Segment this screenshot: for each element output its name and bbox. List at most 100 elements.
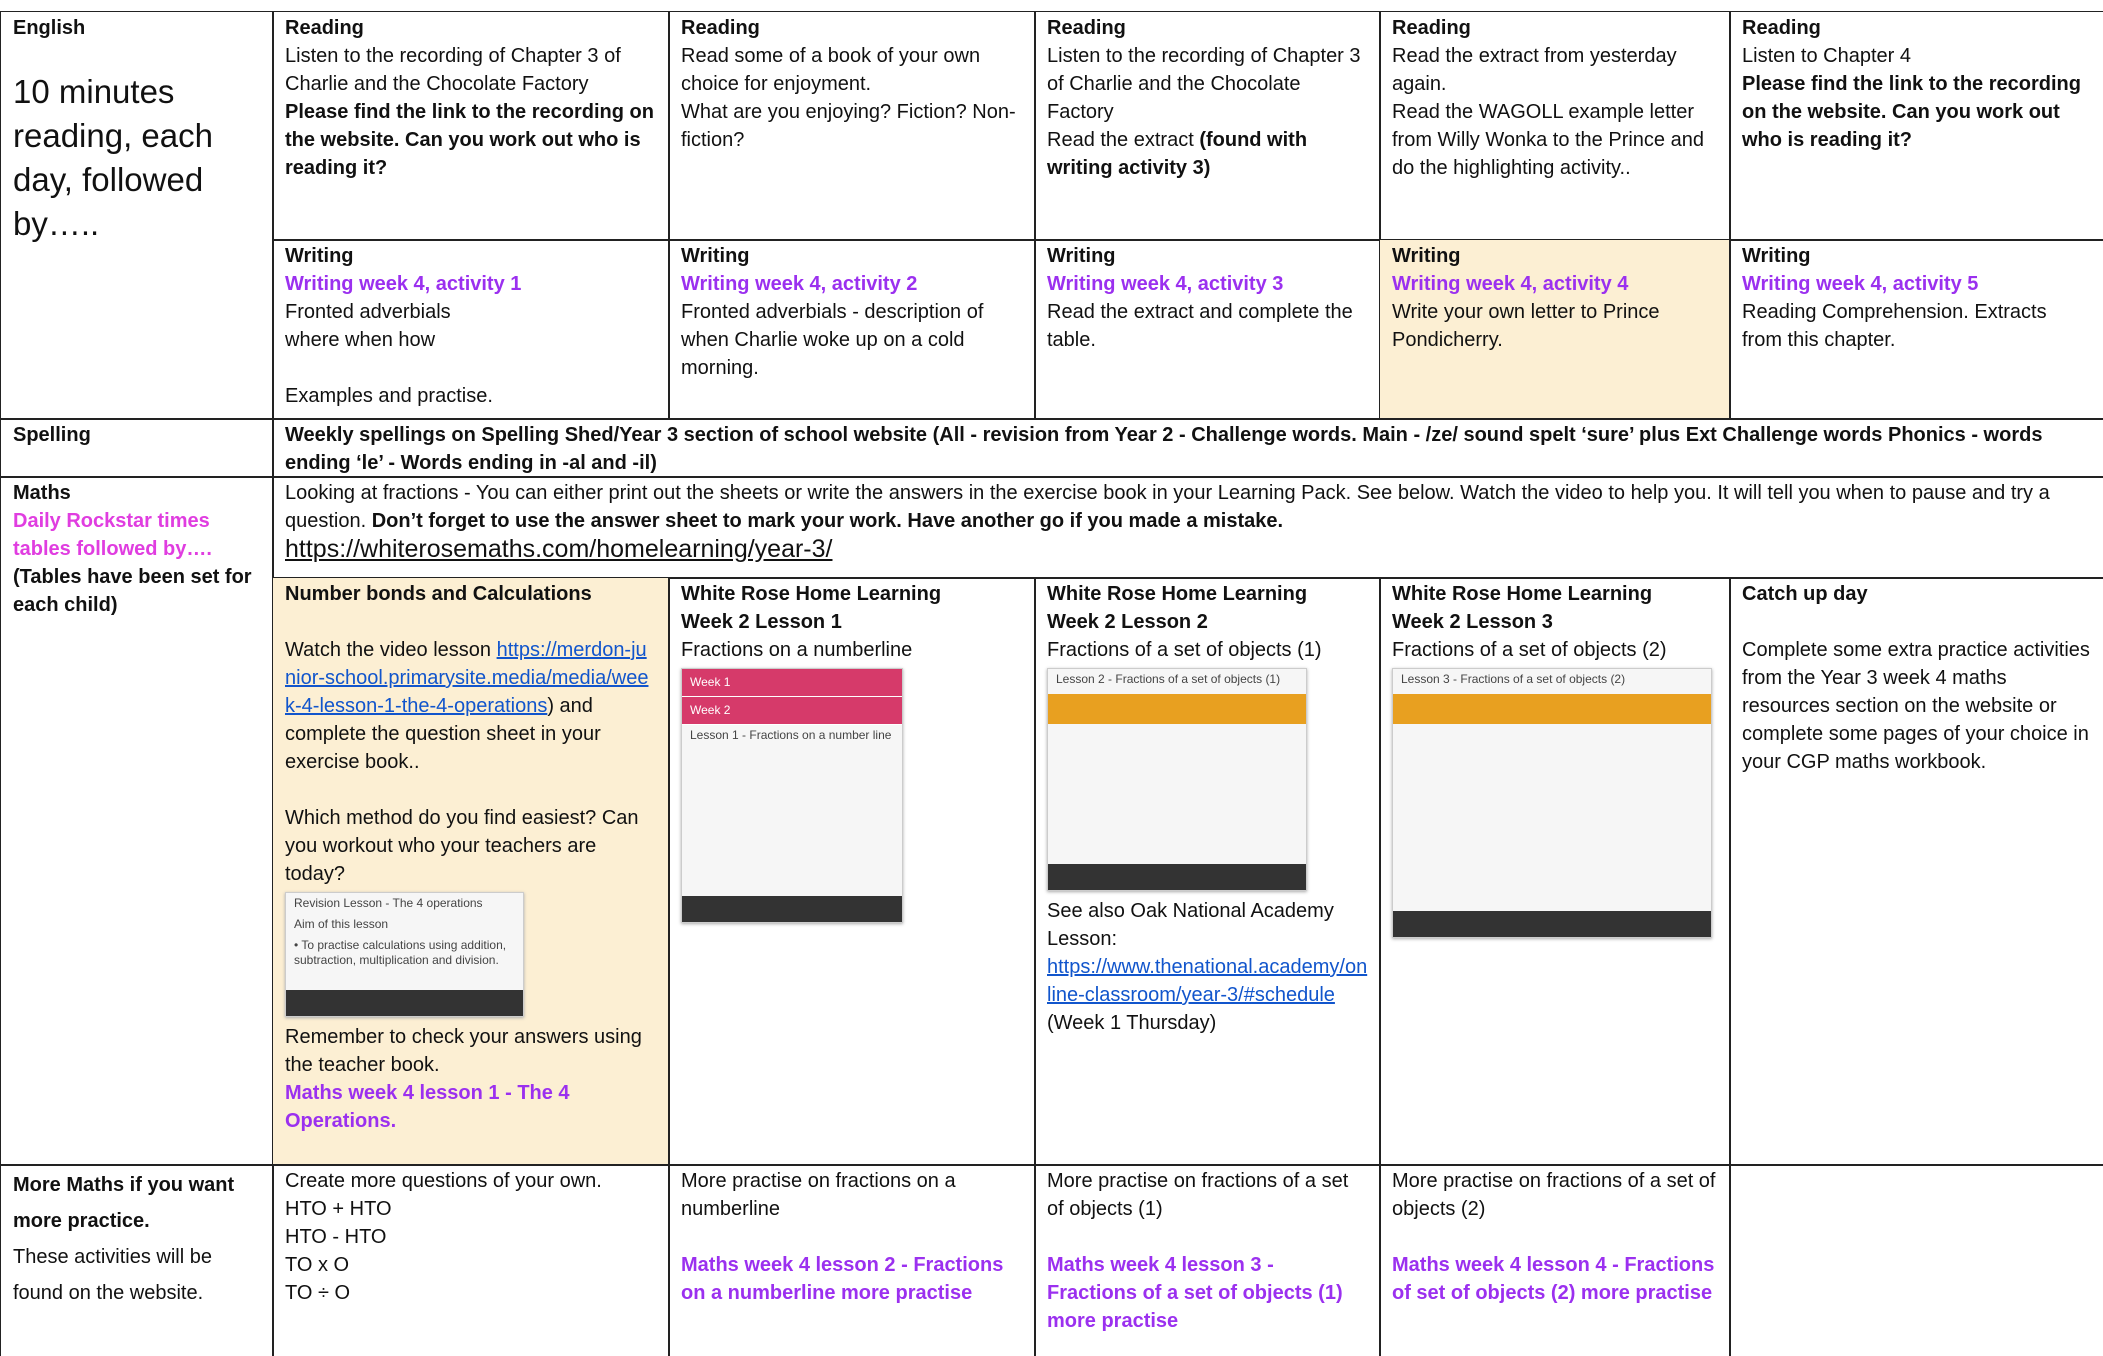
more-maths-cell: Create more questions of your own. HTO + … bbox=[272, 1164, 670, 1356]
text: More practise on fractions on a numberli… bbox=[681, 1170, 956, 1220]
video-controls bbox=[286, 990, 523, 1016]
paragraph: More practise on fractions of a set of o… bbox=[1392, 1167, 1718, 1223]
paragraph: Weekly spellings on Spelling Shed/Year 3… bbox=[285, 421, 2092, 477]
text: where when how bbox=[285, 329, 436, 351]
paragraph: Maths week 4 lesson 4 - Fractions of set… bbox=[1392, 1251, 1718, 1307]
text: White Rose Home Learning bbox=[1047, 583, 1308, 605]
paragraph: White Rose Home Learning bbox=[681, 580, 1023, 608]
text: Writing week 4, activity 4 bbox=[1392, 273, 1629, 295]
text: HTO - HTO bbox=[285, 1226, 387, 1248]
paragraph: Looking at fractions - You can either pr… bbox=[285, 479, 2092, 535]
paragraph: Writing week 4, activity 5 bbox=[1742, 270, 2092, 298]
paragraph: Reading bbox=[681, 14, 1023, 42]
video-thumbnail: Week 1 Week 2 Lesson 1 - Fractions on a nu… bbox=[681, 668, 903, 923]
spelling-content: Weekly spellings on Spelling Shed/Year 3… bbox=[272, 418, 2103, 478]
thumbnail-banner bbox=[1048, 694, 1306, 724]
text: 10 minutes reading, each day, followed b… bbox=[13, 73, 213, 242]
text: Listen to Chapter 4 bbox=[1742, 45, 1911, 67]
text: More practise on fractions of a set of o… bbox=[1392, 1170, 1716, 1220]
text: Fractions on a numberline bbox=[681, 639, 913, 661]
text: Writing bbox=[681, 245, 750, 267]
paragraph: Writing bbox=[1392, 242, 1718, 270]
writing-cell: Writing Writing week 4, activity 2 Fronted… bbox=[668, 239, 1036, 420]
paragraph: Writing week 4, activity 4 bbox=[1392, 270, 1718, 298]
reading-cell: Reading Read some of a book of your own c… bbox=[668, 11, 1036, 241]
text: TO ÷ O bbox=[285, 1282, 351, 1304]
thumbnail-caption: Week 2 bbox=[682, 697, 902, 725]
writing-cell: Writing Writing week 4, activity 1 Fronted… bbox=[272, 239, 670, 420]
text: Reading bbox=[681, 17, 760, 39]
spelling-label: Spelling bbox=[0, 418, 274, 478]
maths-intro: Looking at fractions - You can either pr… bbox=[272, 476, 2103, 579]
video-thumbnail: Revision Lesson - The 4 operations Aim of… bbox=[285, 892, 524, 1017]
more-maths-cell: More practise on fractions of a set of o… bbox=[1379, 1164, 1731, 1356]
paragraph: These activities will be found on the we… bbox=[13, 1239, 261, 1311]
text: Writing week 4, activity 1 bbox=[285, 273, 522, 295]
thumbnail-caption: Revision Lesson - The 4 operations bbox=[294, 896, 483, 910]
maths-lesson: Catch up day Complete some extra practice… bbox=[1729, 577, 2103, 1166]
paragraph: Writing bbox=[1047, 242, 1368, 270]
paragraph: (Tables have been set for each child) bbox=[13, 563, 261, 619]
paragraph: Writing bbox=[285, 242, 657, 270]
text: Reading bbox=[1047, 17, 1126, 39]
text: Examples and practise. bbox=[285, 385, 493, 407]
text: Create more questions of your own. bbox=[285, 1170, 602, 1192]
link[interactable]: https://www.thenational.academy/online-c… bbox=[1047, 956, 1368, 1006]
paragraph: Daily Rockstar times tables followed by…… bbox=[13, 507, 261, 563]
text: ) and complete the question sheet in you… bbox=[285, 695, 601, 773]
text: Catch up day bbox=[1742, 583, 1868, 605]
text: Writing bbox=[1047, 245, 1116, 267]
paragraph: TO x O bbox=[285, 1251, 657, 1279]
text: English bbox=[13, 17, 86, 39]
paragraph: White Rose Home Learning bbox=[1392, 580, 1718, 608]
text: Week 2 Lesson 3 bbox=[1392, 611, 1553, 633]
text: Please find the link to the recording on… bbox=[285, 101, 654, 179]
text: More Maths if you want more practice. bbox=[13, 1174, 235, 1232]
text: Reading Comprehension. Extracts from thi… bbox=[1742, 301, 2047, 351]
paragraph: Maths week 4 lesson 3 - Fractions of a s… bbox=[1047, 1251, 1368, 1335]
thumbnail-caption: Lesson 3 - Fractions of a set of objects… bbox=[1401, 672, 1626, 686]
paragraph: What are you enjoying? Fiction? Non-fict… bbox=[681, 98, 1023, 154]
paragraph: Week 2 Lesson 2 bbox=[1047, 608, 1368, 636]
paragraph: Number bonds and Calculations bbox=[285, 580, 657, 608]
text: Write your own letter to Prince Pondiche… bbox=[1392, 301, 1660, 351]
paragraph: Fronted adverbials bbox=[285, 298, 657, 326]
text: Week 2 Lesson 2 bbox=[1047, 611, 1208, 633]
text: Reading bbox=[1392, 17, 1471, 39]
text: Writing bbox=[1392, 245, 1461, 267]
paragraph: Week 2 Lesson 1 bbox=[681, 608, 1023, 636]
text: Fractions of a set of objects (2) bbox=[1392, 639, 1667, 661]
text: Writing bbox=[285, 245, 354, 267]
paragraph: Complete some extra practice activities … bbox=[1742, 636, 2092, 776]
link[interactable]: https://whiterosemaths.com/homelearning/… bbox=[285, 535, 833, 563]
paragraph: Catch up day bbox=[1742, 580, 2092, 608]
paragraph: Listen to the recording of Chapter 3 of … bbox=[1047, 42, 1368, 126]
text: Looking at fractions - You can either pr… bbox=[285, 482, 2050, 532]
text: Writing week 4, activity 3 bbox=[1047, 273, 1284, 295]
paragraph: Fronted adverbials - description of when… bbox=[681, 298, 1023, 382]
english-label: English 10 minutes reading, each day, fol… bbox=[0, 11, 274, 420]
text: What are you enjoying? Fiction? Non-fict… bbox=[681, 101, 1016, 151]
paragraph: Create more questions of your own. bbox=[285, 1167, 657, 1195]
thumbnail-caption: Lesson 2 - Fractions of a set of objects… bbox=[1056, 672, 1281, 686]
paragraph: More Maths if you want more practice. bbox=[13, 1167, 261, 1239]
paragraph: where when how bbox=[285, 326, 657, 354]
paragraph: Reading Comprehension. Extracts from thi… bbox=[1742, 298, 2092, 354]
maths-label: Maths Daily Rockstar times tables followe… bbox=[0, 476, 274, 1166]
paragraph: https://whiterosemaths.com/homelearning/… bbox=[285, 535, 2092, 565]
paragraph: Watch the video lesson https://merdon-ju… bbox=[285, 636, 657, 776]
text: Maths week 4 lesson 3 - Fractions of a s… bbox=[1047, 1254, 1343, 1332]
text: (Week 1 Thursday) bbox=[1047, 1012, 1217, 1034]
paragraph: Please find the link to the recording on… bbox=[285, 98, 657, 182]
paragraph: Read some of a book of your own choice f… bbox=[681, 42, 1023, 98]
paragraph: Reading bbox=[1742, 14, 2092, 42]
text: Listen to the recording of Chapter 3 of … bbox=[285, 45, 621, 95]
paragraph: HTO - HTO bbox=[285, 1223, 657, 1251]
writing-cell: Writing Writing week 4, activity 5 Reading… bbox=[1729, 239, 2103, 420]
text: Maths week 4 lesson 2 - Fractions on a n… bbox=[681, 1254, 1004, 1304]
paragraph: Spelling bbox=[13, 421, 261, 449]
paragraph: Read the extract (found with writing act… bbox=[1047, 126, 1368, 182]
thumbnail-banner bbox=[1393, 694, 1711, 724]
paragraph: See also Oak National Academy Lesson: bbox=[1047, 897, 1368, 953]
link[interactable]: https://merdon-junior-school.primarysite… bbox=[285, 639, 649, 717]
